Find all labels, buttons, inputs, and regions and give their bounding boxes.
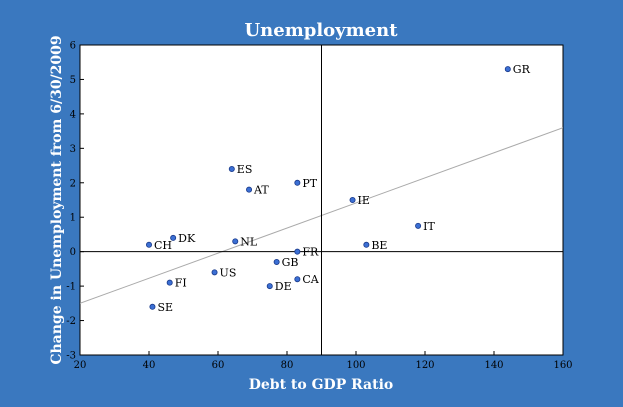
y-tick-label: 2	[70, 178, 76, 189]
data-point-be	[363, 241, 370, 248]
data-point-dk	[170, 234, 177, 241]
y-tick-label: 0	[70, 247, 76, 258]
data-label-it: IT	[423, 220, 435, 233]
data-point-ca	[294, 276, 301, 283]
y-tick-label: -3	[66, 351, 76, 362]
y-axis-label: Change in Unemployment from 6/30/2009	[49, 35, 65, 364]
data-point-pt	[294, 179, 301, 186]
y-tick-label: 6	[70, 41, 76, 52]
data-label-gb: GB	[282, 256, 299, 269]
y-tick-label: -2	[66, 316, 76, 327]
data-label-gr: GR	[513, 63, 531, 76]
data-point-gb	[273, 258, 280, 265]
x-axis-label: Debt to GDP Ratio	[249, 377, 394, 393]
data-label-ie: IE	[358, 194, 370, 207]
x-tick-label: 20	[74, 360, 87, 371]
x-tick-label: 80	[281, 360, 294, 371]
data-label-dk: DK	[178, 232, 196, 245]
data-label-de: DE	[275, 280, 292, 293]
data-point-ie	[349, 196, 356, 203]
data-point-nl	[232, 238, 239, 245]
x-tick-label: 140	[484, 360, 503, 371]
data-point-it	[415, 222, 422, 229]
y-tick-label: 3	[70, 144, 76, 155]
x-tick-label: 40	[143, 360, 156, 371]
data-point-us	[211, 269, 218, 276]
data-label-es: ES	[237, 163, 253, 176]
data-point-de	[266, 283, 273, 290]
data-point-es	[228, 165, 235, 172]
data-label-se: SE	[157, 301, 173, 314]
chart-title: Unemployment	[244, 20, 398, 41]
data-label-ch: CH	[154, 239, 172, 252]
x-tick-label: 160	[553, 360, 572, 371]
x-tick-label: 100	[346, 360, 365, 371]
data-label-ca: CA	[302, 273, 319, 286]
data-point-fr	[294, 248, 301, 255]
data-label-at: AT	[253, 184, 269, 197]
y-tick-label: -1	[66, 282, 76, 293]
data-label-fr: FR	[302, 246, 319, 259]
data-point-se	[149, 303, 156, 310]
data-point-ch	[145, 241, 152, 248]
data-label-us: US	[220, 266, 237, 279]
data-label-be: BE	[371, 239, 387, 252]
data-point-gr	[504, 66, 511, 73]
y-tick-label: 5	[70, 75, 76, 86]
data-label-nl: NL	[240, 235, 258, 248]
y-tick-label: 4	[70, 109, 76, 120]
data-point-fi	[166, 279, 173, 286]
x-tick-label: 60	[212, 360, 225, 371]
data-point-at	[246, 186, 253, 193]
data-label-pt: PT	[302, 177, 317, 190]
y-tick-label: 1	[70, 213, 76, 224]
x-tick-label: 120	[415, 360, 434, 371]
data-label-fi: FI	[175, 277, 187, 290]
